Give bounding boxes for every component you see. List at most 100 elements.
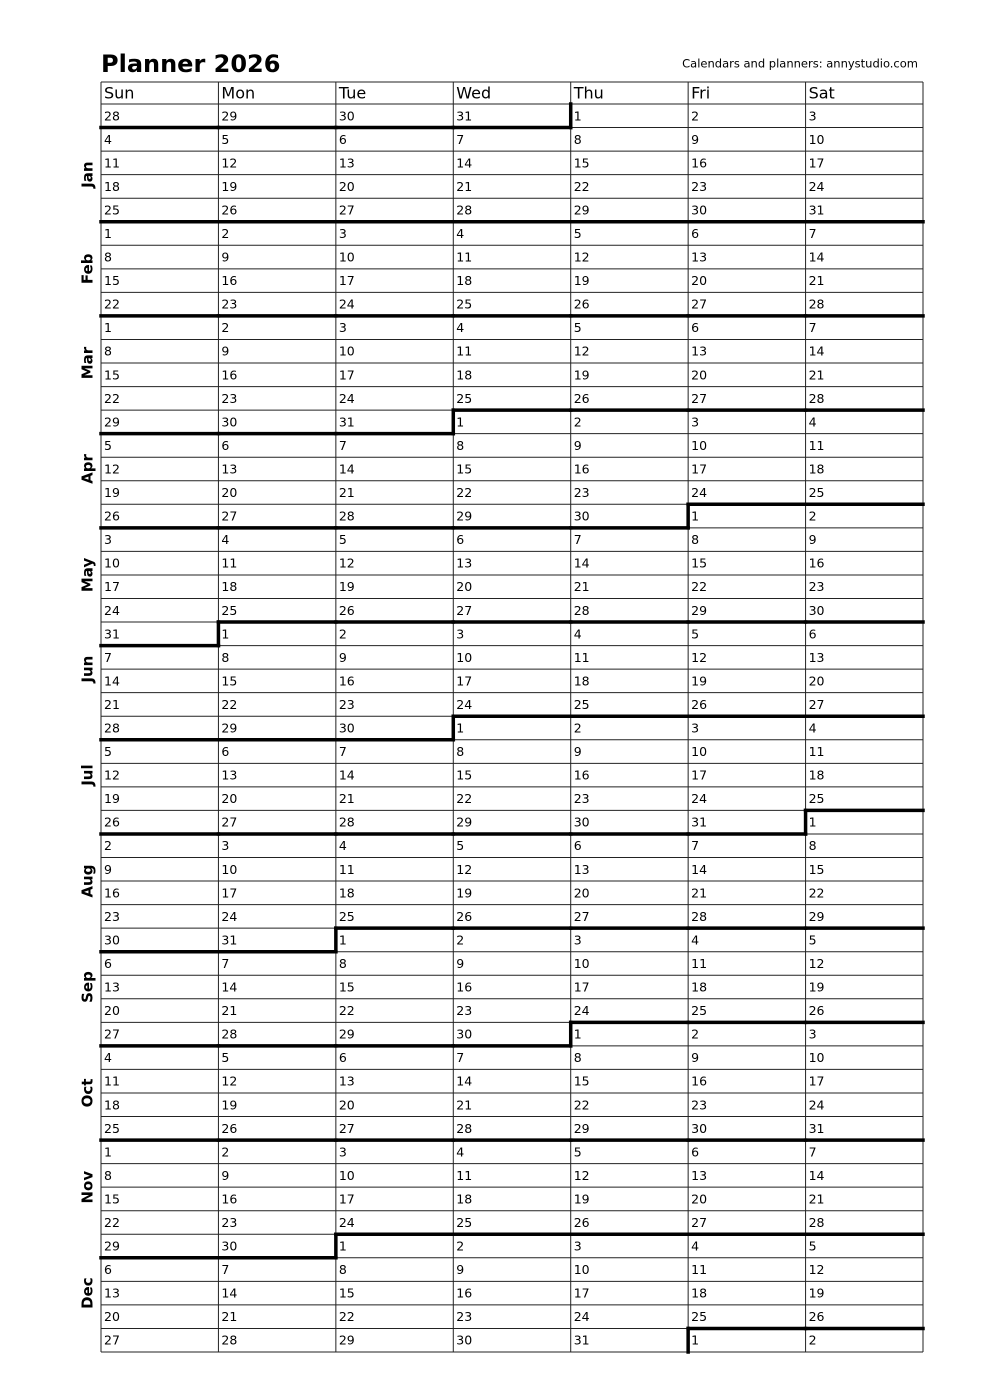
day-number: 19 xyxy=(691,673,707,688)
day-number: 2 xyxy=(574,721,582,736)
day-number: 22 xyxy=(574,1097,590,1112)
day-number: 14 xyxy=(809,1168,825,1183)
day-number: 24 xyxy=(339,1215,355,1230)
day-number: 16 xyxy=(339,673,355,688)
day-number: 23 xyxy=(809,579,825,594)
day-number: 29 xyxy=(221,721,237,736)
day-number: 22 xyxy=(456,791,472,806)
day-number: 10 xyxy=(691,438,707,453)
day-number: 5 xyxy=(221,1050,229,1065)
day-number: 9 xyxy=(456,956,464,971)
day-number: 20 xyxy=(691,273,707,288)
day-number: 20 xyxy=(339,1097,355,1112)
day-number: 27 xyxy=(104,1027,120,1042)
day-number: 13 xyxy=(574,862,590,877)
day-number: 9 xyxy=(691,132,699,147)
day-number: 25 xyxy=(104,202,120,217)
day-number: 26 xyxy=(104,509,120,524)
day-number: 10 xyxy=(221,862,237,877)
day-number: 9 xyxy=(574,744,582,759)
day-number: 18 xyxy=(221,579,237,594)
month-label: May xyxy=(79,558,97,593)
day-number: 16 xyxy=(221,367,237,382)
day-number: 5 xyxy=(574,226,582,241)
day-number: 18 xyxy=(809,461,825,476)
day-number: 26 xyxy=(574,1215,590,1230)
day-number: 11 xyxy=(691,956,707,971)
day-number: 7 xyxy=(339,744,347,759)
day-number: 2 xyxy=(574,414,582,429)
month-label: Aug xyxy=(79,865,97,898)
day-number: 19 xyxy=(221,179,237,194)
day-number: 1 xyxy=(691,509,699,524)
day-number: 12 xyxy=(456,862,472,877)
day-number: 12 xyxy=(104,768,120,783)
day-number: 21 xyxy=(809,273,825,288)
day-number: 6 xyxy=(104,956,112,971)
day-number: 6 xyxy=(104,1262,112,1277)
day-number: 25 xyxy=(104,1121,120,1136)
day-number: 31 xyxy=(809,202,825,217)
day-number: 4 xyxy=(574,626,582,641)
day-number: 30 xyxy=(104,932,120,947)
day-number: 1 xyxy=(104,320,112,335)
planner-title: Planner 2026 xyxy=(101,50,280,78)
day-number: 5 xyxy=(574,320,582,335)
day-number: 19 xyxy=(574,1191,590,1206)
day-number: 5 xyxy=(104,744,112,759)
weekday-header: Wed xyxy=(456,84,491,103)
day-number: 14 xyxy=(104,673,120,688)
day-number: 31 xyxy=(221,932,237,947)
day-number: 13 xyxy=(104,1286,120,1301)
day-number: 25 xyxy=(691,1309,707,1324)
day-number: 4 xyxy=(809,721,817,736)
day-number: 13 xyxy=(456,556,472,571)
day-number: 4 xyxy=(809,414,817,429)
day-number: 4 xyxy=(221,532,229,547)
day-number: 28 xyxy=(691,909,707,924)
day-number: 17 xyxy=(809,155,825,170)
day-number: 28 xyxy=(456,202,472,217)
day-number: 4 xyxy=(456,1144,464,1159)
day-number: 27 xyxy=(809,697,825,712)
month-label: Mar xyxy=(79,346,97,379)
day-number: 10 xyxy=(574,956,590,971)
day-number: 29 xyxy=(809,909,825,924)
day-number: 1 xyxy=(104,1144,112,1159)
day-number: 30 xyxy=(339,108,355,123)
day-number: 17 xyxy=(691,768,707,783)
day-number: 14 xyxy=(691,862,707,877)
day-number: 17 xyxy=(339,367,355,382)
day-number: 15 xyxy=(809,862,825,877)
day-number: 4 xyxy=(339,838,347,853)
day-number: 5 xyxy=(456,838,464,853)
day-number: 21 xyxy=(221,1003,237,1018)
day-number: 21 xyxy=(339,791,355,806)
day-number: 14 xyxy=(339,461,355,476)
day-number: 31 xyxy=(574,1333,590,1348)
weekday-header: Sun xyxy=(104,84,134,103)
day-number: 19 xyxy=(574,273,590,288)
day-number: 20 xyxy=(574,885,590,900)
day-number: 23 xyxy=(221,391,237,406)
day-number: 8 xyxy=(574,132,582,147)
day-number: 15 xyxy=(456,461,472,476)
day-number: 22 xyxy=(104,1215,120,1230)
day-number: 29 xyxy=(456,509,472,524)
day-number: 18 xyxy=(339,885,355,900)
day-number: 17 xyxy=(339,1191,355,1206)
day-number: 3 xyxy=(691,414,699,429)
day-number: 29 xyxy=(104,1239,120,1254)
day-number: 25 xyxy=(456,1215,472,1230)
day-number: 6 xyxy=(456,532,464,547)
day-number: 27 xyxy=(221,815,237,830)
day-number: 1 xyxy=(456,414,464,429)
day-number: 10 xyxy=(339,250,355,265)
day-number: 6 xyxy=(339,1050,347,1065)
day-number: 1 xyxy=(809,815,817,830)
day-number: 24 xyxy=(221,909,237,924)
day-number: 3 xyxy=(104,532,112,547)
day-number: 14 xyxy=(574,556,590,571)
day-number: 26 xyxy=(221,202,237,217)
day-number: 27 xyxy=(456,603,472,618)
